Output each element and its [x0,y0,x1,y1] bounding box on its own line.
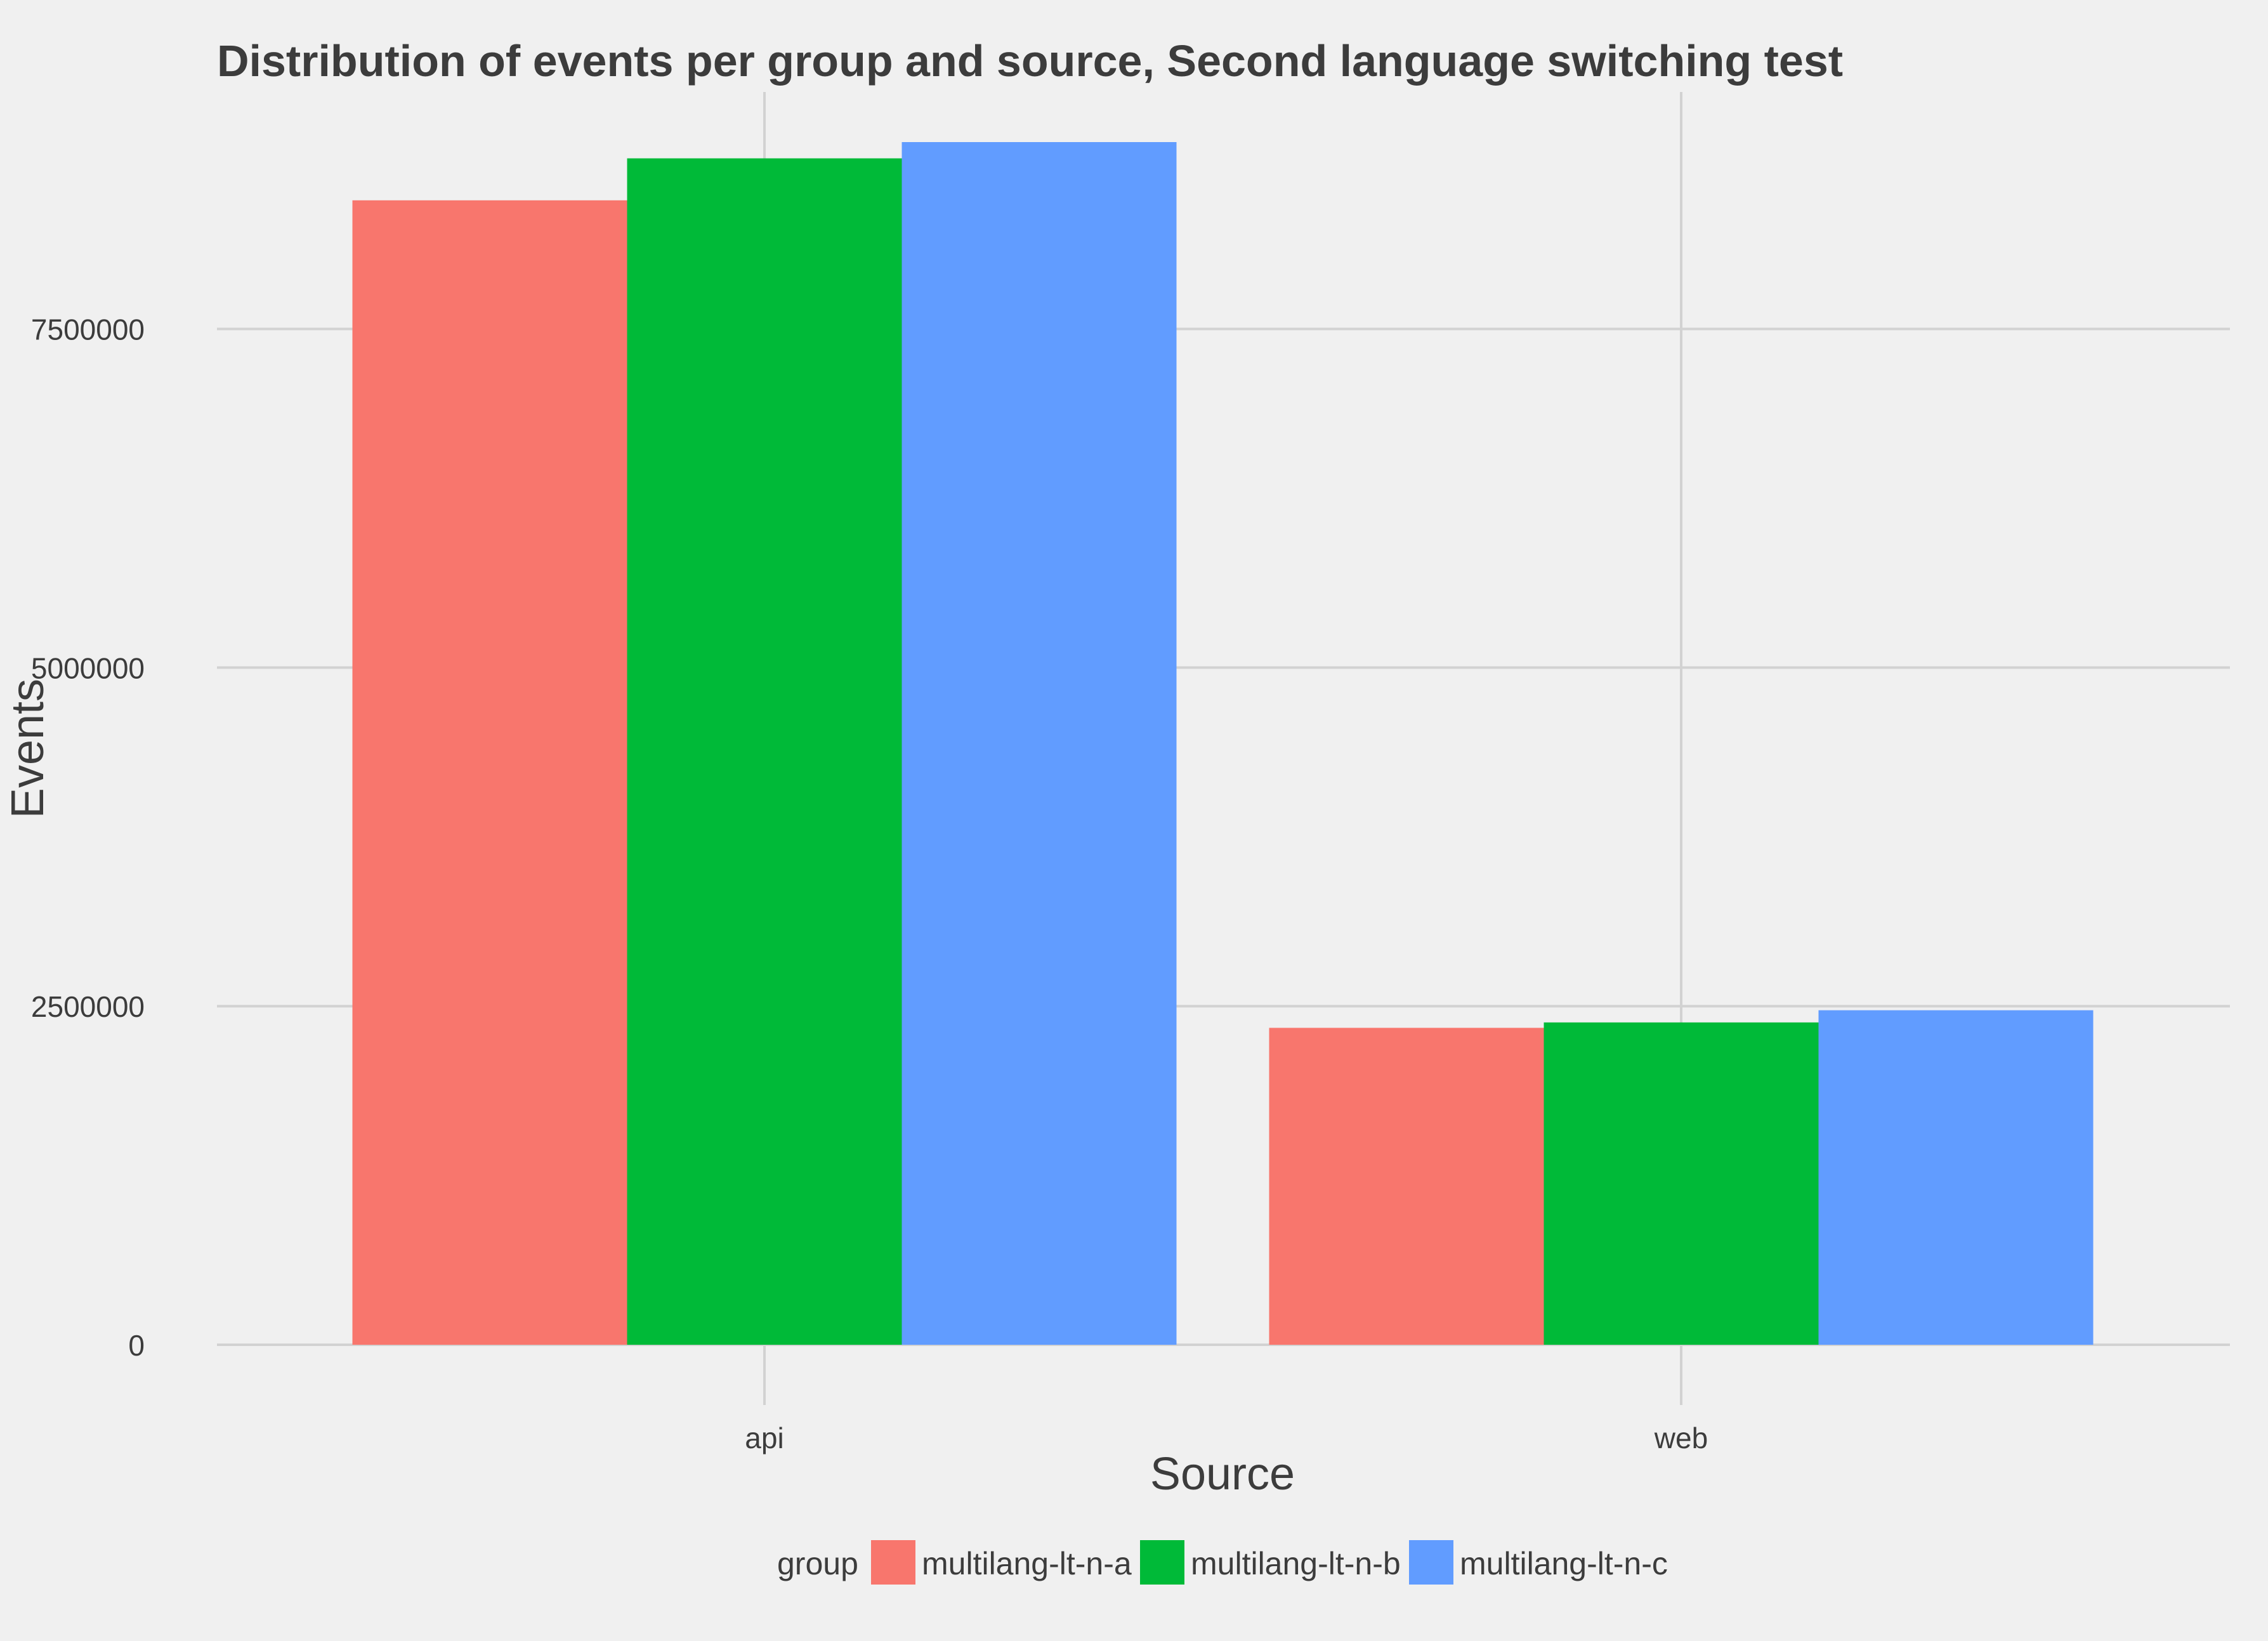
legend-title: group [777,1546,858,1581]
legend-swatch [871,1540,915,1585]
bar [1818,1010,2094,1345]
y-axis-ticks: 0 2500000 5000000 7500000 [31,313,145,1362]
bar [1544,1022,1819,1345]
x-axis-title: Source [1150,1449,1295,1500]
x-tick-label: api [745,1422,783,1455]
legend: group multilang-lt-n-a multilang-lt-n-b mu… [777,1540,1668,1585]
y-tick-label: 0 [128,1329,145,1362]
bar [352,200,627,1345]
x-tick-label: web [1654,1422,1708,1455]
bar [1269,1028,1544,1345]
x-axis-ticks: api web [745,1422,1708,1455]
bar [901,142,1177,1345]
legend-label: multilang-lt-n-b [1191,1546,1401,1581]
legend-label: multilang-lt-n-a [922,1546,1132,1581]
legend-swatch [1140,1540,1184,1585]
y-tick-label: 7500000 [31,313,145,346]
y-tick-label: 5000000 [31,651,145,684]
y-axis-title: Events [3,679,53,818]
y-tick-label: 2500000 [31,990,145,1023]
chart-title: Distribution of events per group and sou… [217,36,1843,86]
bar [627,158,902,1345]
bars [352,142,2094,1345]
legend-label: multilang-lt-n-c [1460,1546,1668,1581]
legend-swatch [1409,1540,1453,1585]
